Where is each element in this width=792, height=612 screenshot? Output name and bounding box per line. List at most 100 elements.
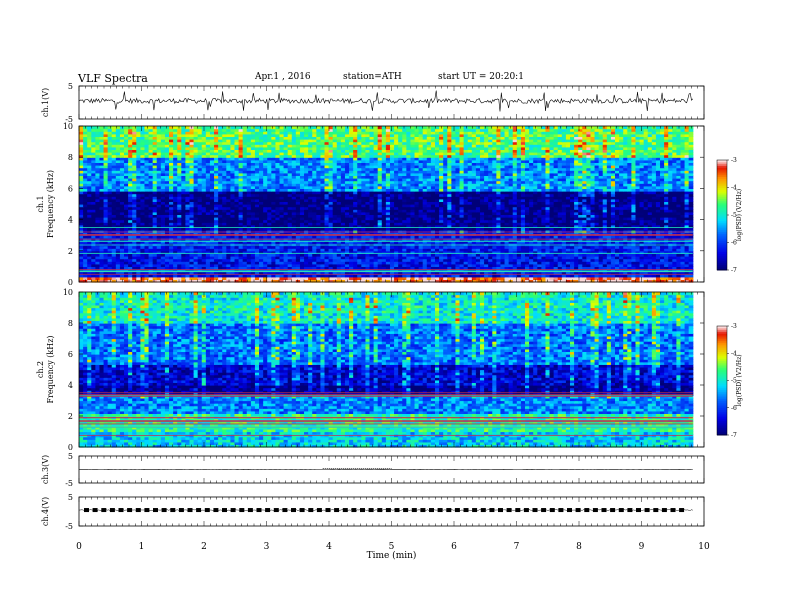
psd-cell bbox=[422, 230, 428, 234]
psd-cell bbox=[451, 219, 457, 223]
psd-cell bbox=[619, 253, 624, 257]
psd-cell bbox=[479, 245, 485, 249]
psd-cell bbox=[426, 219, 432, 223]
psd-cell bbox=[83, 276, 88, 280]
psd-cell bbox=[83, 258, 88, 262]
psd-cell bbox=[451, 248, 457, 252]
psd-cell bbox=[684, 266, 690, 270]
psd-cell bbox=[336, 279, 342, 283]
psd-cell bbox=[283, 279, 289, 283]
psd-cell bbox=[639, 224, 645, 228]
psd-cell bbox=[488, 263, 493, 267]
psd-cell bbox=[111, 271, 117, 275]
psd-cell bbox=[549, 258, 555, 262]
psd-cell bbox=[594, 279, 600, 283]
psd-cell bbox=[586, 266, 592, 270]
psd-cell bbox=[238, 230, 244, 234]
psd-cell bbox=[205, 250, 211, 254]
psd-cell bbox=[128, 261, 133, 265]
psd-cell bbox=[279, 243, 285, 247]
psd-cell bbox=[218, 222, 223, 226]
psd-cell bbox=[164, 253, 170, 257]
psd-cell bbox=[606, 248, 612, 252]
psd-cell bbox=[549, 219, 555, 223]
psd-cell bbox=[222, 261, 227, 265]
psd-cell bbox=[152, 235, 158, 239]
psd-cell bbox=[279, 256, 285, 260]
psd-cell bbox=[619, 250, 624, 254]
psd-cell bbox=[357, 227, 362, 231]
psd-cell bbox=[615, 219, 620, 223]
psd-cell bbox=[668, 274, 673, 278]
psd-cell bbox=[545, 274, 551, 278]
psd-cell bbox=[598, 224, 604, 228]
psd-cell bbox=[631, 243, 637, 247]
psd-cell bbox=[508, 274, 514, 278]
psd-cell bbox=[565, 248, 571, 252]
psd-cell bbox=[99, 266, 105, 270]
psd-cell bbox=[594, 235, 600, 239]
psd-cell bbox=[87, 248, 92, 252]
psd-cell bbox=[439, 266, 444, 270]
psd-cell bbox=[119, 276, 125, 280]
psd-cell bbox=[373, 243, 379, 247]
psd-cell bbox=[443, 230, 448, 234]
psd-cell bbox=[91, 245, 96, 249]
psd-cell bbox=[647, 243, 653, 247]
psd-cell bbox=[680, 235, 686, 239]
psd-cell bbox=[647, 230, 653, 234]
psd-cell bbox=[361, 227, 367, 231]
psd-cell bbox=[381, 240, 387, 244]
psd-cell bbox=[492, 217, 497, 221]
psd-cell bbox=[91, 253, 96, 257]
psd-cell bbox=[271, 224, 276, 228]
psd-cell bbox=[439, 274, 444, 278]
psd-cell bbox=[553, 279, 559, 283]
psd-cell bbox=[606, 222, 612, 226]
psd-cell bbox=[79, 243, 84, 247]
psd-cell bbox=[467, 227, 473, 231]
psd-cell bbox=[389, 222, 395, 226]
psd-cell bbox=[340, 253, 346, 257]
psd-cell bbox=[234, 219, 240, 223]
psd-cell bbox=[164, 274, 170, 278]
psd-cell bbox=[128, 250, 133, 254]
psd-cell bbox=[226, 276, 231, 280]
psd-cell bbox=[398, 276, 403, 280]
psd-cell bbox=[83, 248, 88, 252]
psd-cell bbox=[173, 227, 178, 231]
psd-cell bbox=[549, 217, 555, 221]
psd-cell bbox=[209, 224, 215, 228]
psd-cell bbox=[574, 227, 579, 231]
psd-cell bbox=[136, 248, 141, 252]
psd-cell bbox=[164, 230, 170, 234]
psd-cell bbox=[496, 219, 502, 223]
psd-cell bbox=[512, 253, 518, 257]
psd-cell bbox=[688, 271, 694, 275]
psd-cell bbox=[177, 250, 182, 254]
psd-cell bbox=[197, 263, 203, 267]
psd-cell bbox=[385, 224, 391, 228]
psd-cell bbox=[598, 266, 604, 270]
psd-cell bbox=[340, 248, 346, 252]
psd-cell bbox=[83, 230, 88, 234]
psd-cell bbox=[299, 219, 305, 223]
psd-cell bbox=[541, 279, 547, 283]
psd-cell bbox=[394, 240, 399, 244]
psd-cell bbox=[402, 276, 407, 280]
psd-cell bbox=[136, 217, 141, 221]
psd-cell bbox=[606, 279, 612, 283]
psd-cell bbox=[124, 261, 129, 265]
psd-cell bbox=[488, 217, 493, 221]
psd-cell bbox=[463, 235, 469, 239]
psd-cell bbox=[516, 271, 522, 275]
psd-cell bbox=[635, 248, 641, 252]
psd-cell bbox=[299, 271, 305, 275]
psd-cell bbox=[660, 245, 665, 249]
psd-cell bbox=[434, 222, 440, 226]
psd-cell bbox=[87, 224, 92, 228]
psd-cell bbox=[91, 243, 96, 247]
psd-cell bbox=[512, 271, 518, 275]
psd-cell bbox=[177, 279, 182, 283]
psd-cell bbox=[193, 263, 199, 267]
